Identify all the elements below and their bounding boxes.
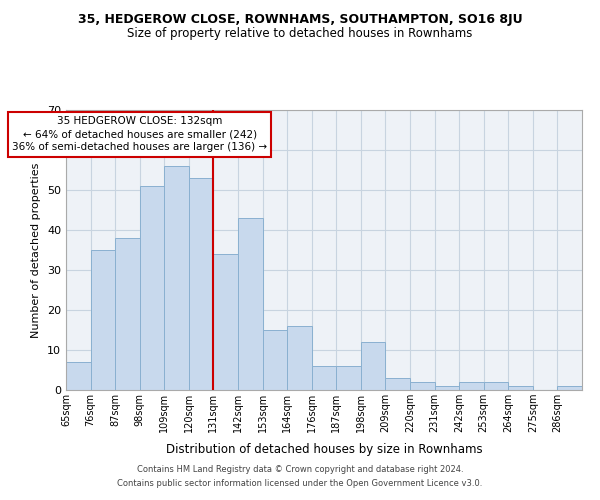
Bar — [238, 218, 263, 390]
Bar — [484, 382, 508, 390]
Text: Contains HM Land Registry data © Crown copyright and database right 2024.
Contai: Contains HM Land Registry data © Crown c… — [118, 466, 482, 487]
Bar — [508, 386, 533, 390]
Bar — [361, 342, 385, 390]
Bar — [115, 238, 140, 390]
Bar — [91, 250, 115, 390]
Bar — [459, 382, 484, 390]
Bar — [312, 366, 336, 390]
Bar — [385, 378, 410, 390]
Bar — [214, 254, 238, 390]
X-axis label: Distribution of detached houses by size in Rownhams: Distribution of detached houses by size … — [166, 444, 482, 456]
Bar — [66, 362, 91, 390]
Bar — [287, 326, 312, 390]
Y-axis label: Number of detached properties: Number of detached properties — [31, 162, 41, 338]
Bar — [336, 366, 361, 390]
Bar — [263, 330, 287, 390]
Bar — [189, 178, 214, 390]
Text: Size of property relative to detached houses in Rownhams: Size of property relative to detached ho… — [127, 28, 473, 40]
Text: 35 HEDGEROW CLOSE: 132sqm
← 64% of detached houses are smaller (242)
36% of semi: 35 HEDGEROW CLOSE: 132sqm ← 64% of detac… — [12, 116, 267, 152]
Bar — [140, 186, 164, 390]
Bar — [434, 386, 459, 390]
Text: 35, HEDGEROW CLOSE, ROWNHAMS, SOUTHAMPTON, SO16 8JU: 35, HEDGEROW CLOSE, ROWNHAMS, SOUTHAMPTO… — [77, 12, 523, 26]
Bar — [557, 386, 582, 390]
Bar — [410, 382, 434, 390]
Bar — [164, 166, 189, 390]
